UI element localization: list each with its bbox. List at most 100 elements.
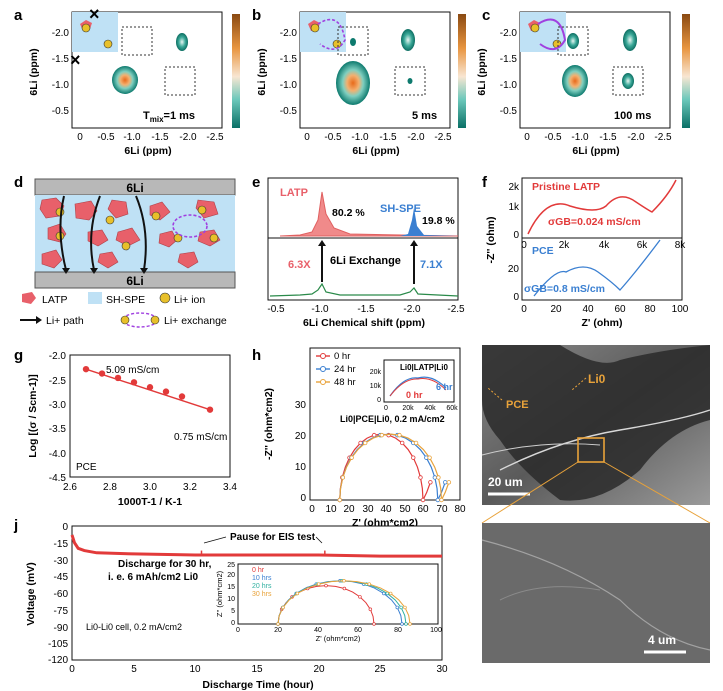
data-point — [397, 432, 402, 438]
svg-text:100: 100 — [672, 304, 689, 315]
legend-latp: LATP — [42, 294, 67, 306]
li-ion-legend-icon — [159, 292, 171, 304]
sem-image-bottom — [482, 523, 710, 663]
y-axis-label: -Z'' (ohm*cm2) — [263, 388, 275, 460]
svg-text:60: 60 — [417, 504, 429, 515]
svg-text:25: 25 — [227, 562, 235, 569]
panel-label-j: j — [13, 517, 18, 534]
x-axis-label: Z' (ohm) — [582, 317, 623, 329]
material-label: PCE — [76, 462, 97, 473]
data-point — [400, 622, 404, 626]
data-point — [413, 440, 419, 446]
svg-text:-1.0: -1.0 — [280, 80, 298, 91]
svg-text:-45: -45 — [54, 572, 69, 583]
svg-text:8k: 8k — [675, 240, 687, 251]
svg-text:3.2: 3.2 — [183, 482, 197, 493]
svg-text:2k: 2k — [559, 240, 571, 251]
bottom-electrode-label: 6Li — [126, 274, 143, 288]
low-conductivity-label: 0.75 mS/cm — [174, 432, 227, 443]
svg-text:-1.0: -1.0 — [500, 80, 518, 91]
svg-text:2.8: 2.8 — [103, 482, 117, 493]
inset-y-label: Z'' (ohm*cm2) — [215, 570, 224, 617]
svg-text:-1.5: -1.5 — [280, 54, 298, 65]
svg-text:-2.0: -2.0 — [627, 132, 645, 143]
li-ion-icon — [81, 23, 91, 33]
data-point — [420, 497, 426, 503]
svg-text:5: 5 — [131, 664, 137, 675]
legend-48hr: 48 hr — [334, 377, 356, 388]
x-axis-label: 6Li (ppm) — [352, 145, 399, 157]
pause-pointer — [315, 536, 323, 544]
data-point — [379, 432, 384, 438]
y-tick-labels: 0 -15 -30 -45 -60 -75 -90 -105 -120 — [48, 522, 68, 666]
panel-label-g: g — [14, 347, 23, 364]
data-point — [349, 455, 354, 460]
no-exchange-cross-icon: × — [70, 50, 81, 70]
data-point — [432, 475, 438, 480]
cell-label: Li0|PCE|Li0, 0.2 mA/cm2 — [340, 414, 445, 424]
svg-text:-60: -60 — [54, 589, 69, 600]
svg-text:20: 20 — [274, 627, 282, 634]
y-tick-labels: -2.0 -1.5 -1.0 -0.5 — [52, 28, 70, 117]
crosspeak-box — [164, 66, 196, 96]
shspe-diagonal-peak — [623, 29, 637, 51]
legend-li-ion: Li+ ion — [174, 294, 205, 306]
fiber — [499, 409, 711, 471]
svg-text:-120: -120 — [48, 655, 68, 666]
pause-label: Pause for EIS test — [230, 532, 316, 543]
svg-text:-1.0: -1.0 — [351, 132, 369, 143]
li-ion-icon — [530, 23, 540, 33]
data-point — [403, 605, 407, 610]
svg-text:-2.0: -2.0 — [403, 304, 421, 315]
svg-text:-4.0: -4.0 — [49, 449, 67, 460]
svg-text:0: 0 — [62, 522, 68, 533]
crosspeak — [567, 33, 579, 49]
data-point — [358, 595, 362, 599]
zoom-line-right — [603, 461, 711, 524]
crosspeak-box — [612, 66, 644, 96]
exchange-path-arrow — [317, 18, 346, 50]
panel-label-e: e — [252, 174, 260, 191]
data-point — [316, 582, 321, 586]
voltage-line — [70, 534, 442, 558]
top-y-ticks: 0 1k 2k — [508, 182, 520, 241]
panel-g: 5.09 mS/cm 0.75 mS/cm PCE 2.6 2.8 3.0 3.… — [27, 351, 237, 508]
svg-text:0: 0 — [524, 132, 530, 143]
inset-x-ticks: 0 20 40 60 80 100 — [236, 627, 442, 634]
svg-text:100: 100 — [430, 627, 442, 634]
data-point — [324, 583, 328, 588]
panel-label-a: a — [14, 7, 23, 24]
svg-text:15: 15 — [251, 664, 263, 675]
svg-text:30: 30 — [362, 504, 374, 515]
shspe-percent: 19.8 % — [422, 215, 455, 227]
svg-text:-1.5: -1.5 — [151, 132, 169, 143]
data-point — [399, 440, 405, 446]
y-tick-labels: -2.0 -1.5 -1.0 -0.5 — [280, 28, 298, 117]
inset-y-ticks: 0 5 10 15 20 25 — [227, 562, 235, 627]
y-axis-label: 6Li (ppm) — [28, 48, 40, 95]
shspe-diagonal-peak — [176, 33, 188, 51]
y-tick-labels: 0 10 20 30 — [295, 400, 307, 504]
x-tick-labels: 0 -0.5 -1.0 -1.5 -2.0 -2.5 — [77, 132, 224, 143]
svg-text:0 hr: 0 hr — [252, 567, 265, 574]
svg-text:10: 10 — [189, 664, 201, 675]
top-sigma: σGB=0.024 mS/cm — [548, 216, 641, 228]
svg-text:-4.5: -4.5 — [49, 473, 67, 484]
mixing-time-label: Tmix=1 ms — [143, 110, 195, 124]
svg-text:-2.5: -2.5 — [654, 132, 672, 143]
panel-a: × × Tmix=1 ms 0 -0.5 -1.0 -1.5 -2.0 -2.5… — [28, 4, 240, 157]
svg-text:20k: 20k — [370, 369, 382, 376]
y-axis-label: 6Li (ppm) — [256, 48, 268, 95]
svg-text:20: 20 — [227, 572, 235, 579]
inset-6hr-label: 6 hr — [436, 382, 453, 392]
svg-text:20k: 20k — [402, 405, 414, 412]
data-point — [395, 605, 400, 610]
latp-diagonal-peak — [336, 61, 370, 105]
svg-text:-0.5: -0.5 — [324, 132, 342, 143]
pce-nyquist — [533, 239, 661, 297]
svg-text:-3.0: -3.0 — [49, 400, 67, 411]
svg-text:2k: 2k — [508, 182, 520, 193]
svg-text:30: 30 — [436, 664, 448, 675]
colorbar — [232, 14, 240, 128]
latp-diagonal-peak — [112, 66, 138, 94]
